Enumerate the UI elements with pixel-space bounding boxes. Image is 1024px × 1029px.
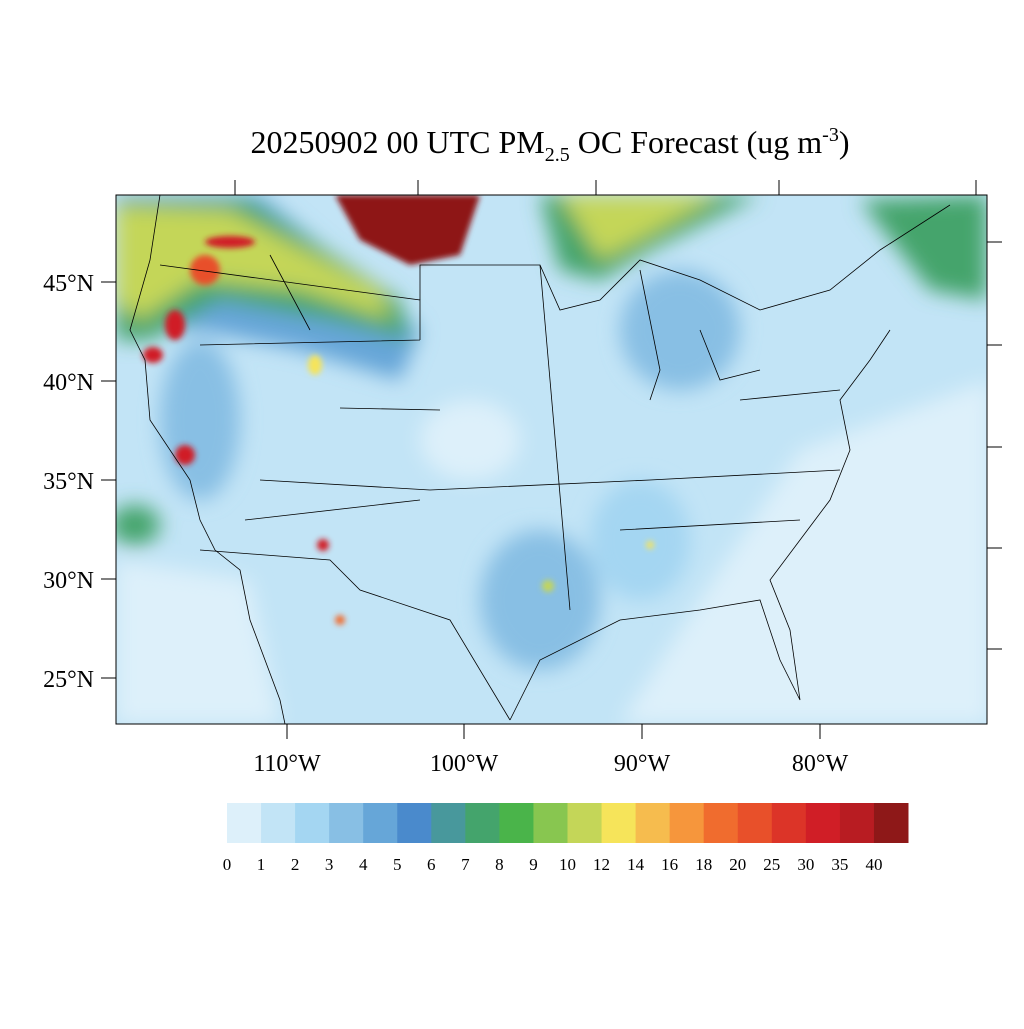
colorbar-label: 1	[257, 855, 266, 874]
colorbar-label: 25	[763, 855, 780, 874]
colorbar-box	[431, 803, 466, 843]
colorbar-box	[771, 803, 807, 843]
colorbar-label: 2	[291, 855, 300, 874]
colorbar-box	[839, 803, 875, 843]
colorbar-label: 12	[593, 855, 610, 874]
map-frame	[115, 194, 988, 725]
colorbar-label: 10	[559, 855, 576, 874]
colorbar-box	[703, 803, 739, 843]
colorbar-label: 16	[661, 855, 678, 874]
lon-label: 100°W	[430, 751, 499, 777]
colorbar-box	[295, 803, 330, 843]
colorbar-label: 40	[865, 855, 882, 874]
colorbar-label: 7	[461, 855, 470, 874]
colorbar-box	[669, 803, 705, 843]
colorbar-box	[329, 803, 364, 843]
colorbar-box	[805, 803, 841, 843]
colorbar-box	[567, 803, 603, 843]
lat-label: 25°N	[43, 667, 94, 693]
colorbar-box	[873, 803, 909, 843]
lat-label: 45°N	[43, 271, 94, 297]
lon-label: 80°W	[792, 751, 849, 777]
colorbar-box	[363, 803, 398, 843]
colorbar-box	[227, 803, 262, 843]
colorbar-label: 8	[495, 855, 504, 874]
lat-label: 30°N	[43, 568, 94, 594]
colorbar-box	[635, 803, 671, 843]
colorbar-box	[601, 803, 637, 843]
colorbar-label: 9	[529, 855, 538, 874]
colorbar-box	[397, 803, 432, 843]
colorbar-box	[261, 803, 296, 843]
colorbar-label: 5	[393, 855, 402, 874]
colorbar-label: 0	[223, 855, 232, 874]
pm25-field	[116, 195, 987, 724]
boundaries	[129, 195, 951, 724]
colorbar-label: 4	[359, 855, 368, 874]
colorbar-box	[533, 803, 568, 843]
frame-ticks	[101, 180, 1002, 739]
lat-label: 35°N	[43, 469, 94, 495]
lon-label: 110°W	[253, 751, 321, 777]
colorbar-label: 35	[831, 855, 848, 874]
colorbar-label: 3	[325, 855, 334, 874]
colorbar-label: 30	[797, 855, 814, 874]
colorbar-box	[465, 803, 500, 843]
lat-label: 40°N	[43, 370, 94, 396]
colorbar-label: 20	[729, 855, 746, 874]
title: 20250902 00 UTC PM2.5 OC Forecast (ug m-…	[251, 124, 850, 166]
colorbar-box	[499, 803, 534, 843]
colorbar-label: 6	[427, 855, 436, 874]
colorbar-label: 18	[695, 855, 712, 874]
lon-label: 90°W	[614, 751, 671, 777]
colorbar-label: 14	[627, 855, 645, 874]
colorbar-box	[737, 803, 773, 843]
